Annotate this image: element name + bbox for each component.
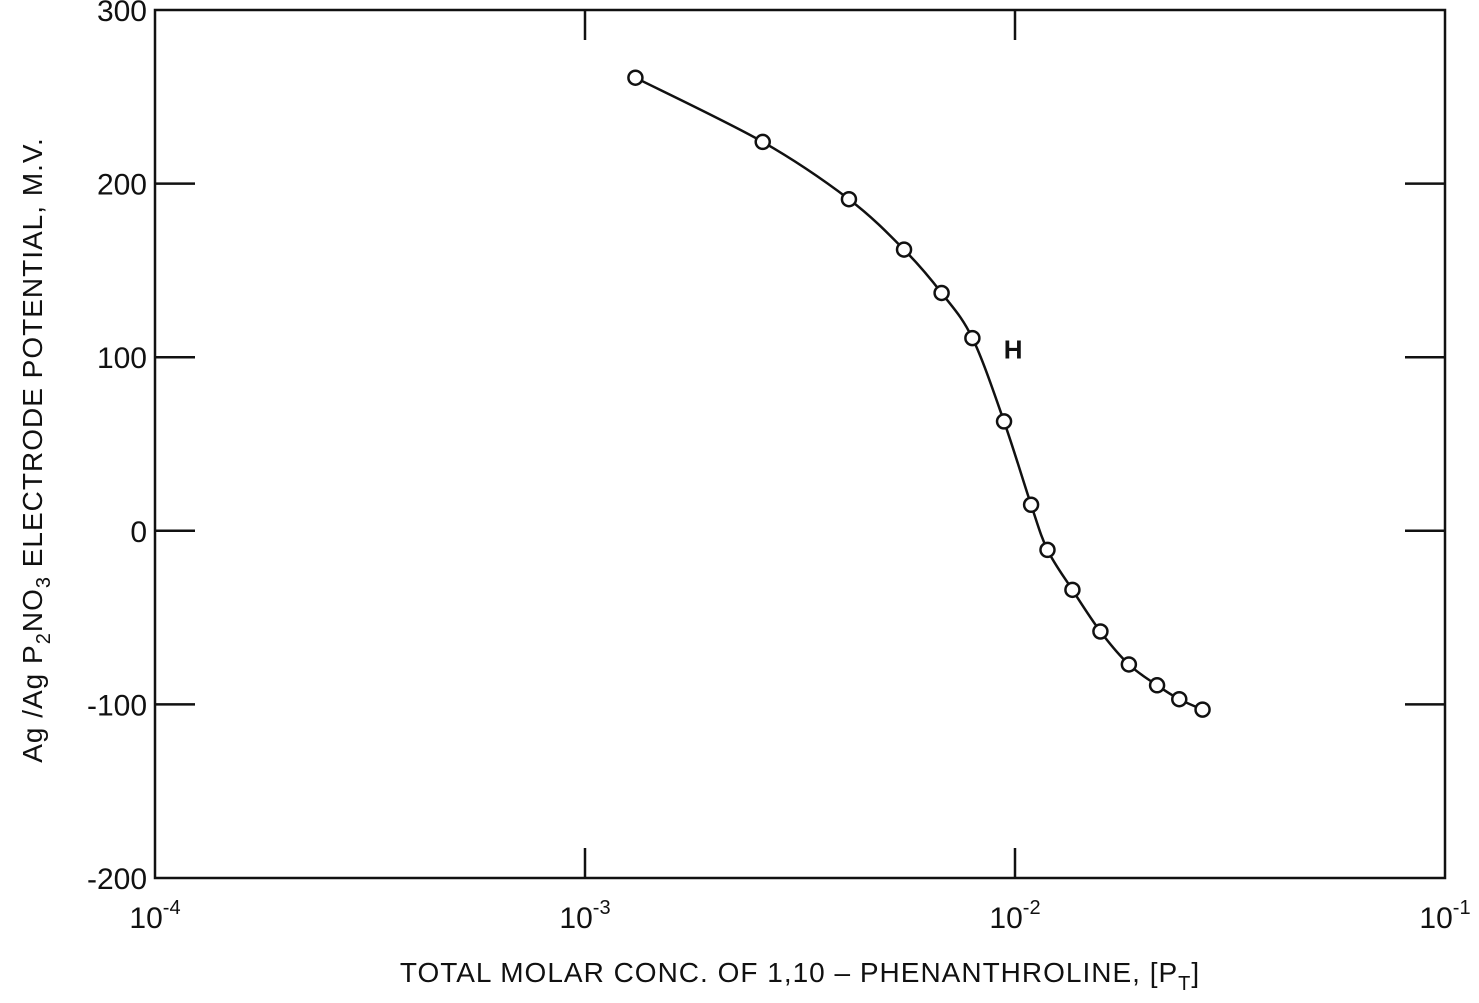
data-point: [995, 413, 1013, 430]
y-tick-label: 300: [97, 0, 147, 28]
data-point: [1120, 656, 1138, 673]
data-point: [895, 241, 913, 258]
data-point: [840, 190, 858, 208]
data-point: [754, 133, 771, 151]
series-curve: [634, 76, 1204, 711]
x-tick-label: 10-1: [1419, 897, 1470, 935]
x-tick-label: 10-4: [129, 897, 180, 935]
y-tick-labels: 300 200 100 0 -100 -200: [87, 0, 147, 896]
x-tick-label: 10-2: [989, 897, 1040, 935]
annotations: H: [1004, 334, 1023, 364]
axis-ticks: [155, 10, 1445, 878]
plot-frame: [153, 8, 1447, 880]
y-tick-label: 0: [130, 516, 147, 549]
y-tick-label: 200: [97, 169, 147, 202]
y-tick-label: -100: [87, 689, 147, 722]
data-point: [1039, 541, 1056, 559]
x-tick-labels: 10-4 10-3 10-2 10-1: [129, 897, 1470, 935]
series-markers: [627, 69, 1211, 718]
curve-annotation: H: [1004, 334, 1023, 364]
y-tick-label: 100: [97, 342, 147, 375]
data-point: [933, 284, 950, 302]
data-point: [1194, 701, 1211, 718]
data-point: [1171, 690, 1188, 708]
data-point: [627, 69, 644, 86]
data-point: [1092, 623, 1109, 640]
data-point: [1064, 581, 1081, 599]
y-tick-label: -200: [87, 863, 147, 896]
y-axis-title: Ag /Ag P2NO3 ELECTRODE POTENTIAL, M.V.: [17, 137, 55, 763]
x-axis-title: TOTAL MOLAR CONC. OF 1,10 – PHENANTHROLI…: [400, 957, 1200, 995]
x-tick-label: 10-3: [559, 897, 610, 935]
data-point: [964, 329, 981, 347]
data-point: [1022, 496, 1040, 514]
data-point: [1148, 677, 1166, 694]
